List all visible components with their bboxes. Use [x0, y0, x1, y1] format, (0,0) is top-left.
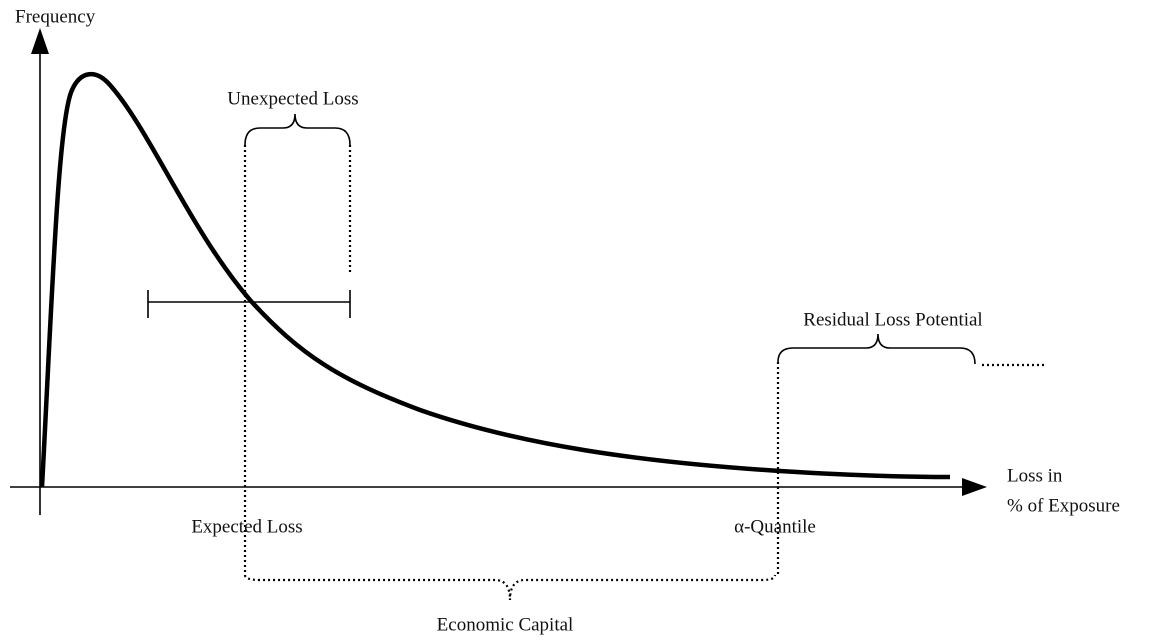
error-bar	[147, 290, 351, 318]
x-axis-label: % of Exposure	[1007, 495, 1120, 516]
loss-distribution-curve	[39, 72, 951, 488]
residual-loss-label: Residual Loss Potential	[803, 309, 982, 330]
x-axis-label: Loss in	[1007, 465, 1063, 486]
x-axis-arrow	[962, 478, 987, 496]
alpha-quantile-label: α-Quantile	[734, 516, 816, 537]
residual-brace	[777, 333, 976, 365]
expected-loss-label: Expected Loss	[191, 516, 302, 537]
y-axis-arrow	[31, 28, 49, 54]
unexpected-loss-brace	[244, 113, 351, 146]
economic-capital-label: Economic Capital	[437, 614, 574, 635]
economic-capital-brace	[243, 574, 777, 601]
y-axis-label: Frequency	[15, 6, 96, 27]
unexpected-loss-label: Unexpected Loss	[227, 88, 358, 109]
